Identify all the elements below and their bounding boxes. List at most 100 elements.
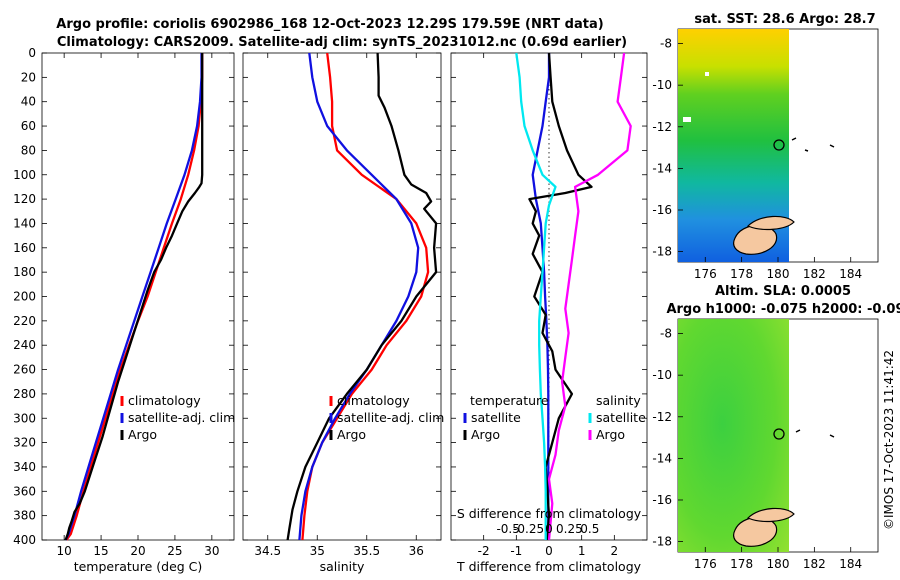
top-axis-tick-label: -0.5 (496, 522, 519, 536)
y-tick-label: 80 (21, 143, 36, 157)
legend-title-temperature: temperature (470, 393, 549, 408)
x-tick-label: 34.5 (254, 544, 281, 558)
map-y-tick-label: -18 (652, 245, 672, 259)
legend-label: climatology (337, 393, 410, 408)
y-tick-label: 340 (13, 460, 36, 474)
top-axis-tick-label: 0 (545, 522, 553, 536)
y-tick-label: 40 (21, 95, 36, 109)
y-tick-label: 200 (13, 290, 36, 304)
x-tick-label: 30 (204, 544, 219, 558)
small-islands (791, 137, 835, 152)
y-tick-label: 100 (13, 168, 36, 182)
title-line-1: Argo profile: coriolis 6902986_168 12-Oc… (56, 17, 603, 32)
series-line-satellite (64, 53, 203, 541)
fiji-vanua-levu (746, 507, 795, 523)
legend-label: satellite-adj. clim (128, 410, 235, 425)
x-tick-label: 36 (409, 544, 424, 558)
legend-label: satellite (471, 410, 521, 425)
y-tick-label: 220 (13, 314, 36, 328)
x-tick-label: 35.5 (353, 544, 380, 558)
y-tick-label: 300 (13, 411, 36, 425)
y-tick-label: 140 (13, 216, 36, 230)
y-tick-label: 240 (13, 338, 36, 352)
sst-map-title: sat. SST: 28.6 Argo: 28.7 (694, 12, 875, 27)
y-tick-label: 160 (13, 241, 36, 255)
map-x-tick-label: 178 (730, 557, 753, 571)
map-y-tick-label: -14 (652, 451, 672, 465)
map-y-tick-label: -10 (652, 78, 672, 92)
small-islands (795, 429, 835, 438)
argo-position-marker (773, 139, 785, 151)
map-x-tick-label: 184 (839, 557, 862, 571)
x-tick-label: -1 (510, 544, 522, 558)
x-tick-label: 2 (611, 544, 619, 558)
x-tick-label: 25 (167, 544, 182, 558)
sst-axis-ticks: 176 178 180 182 184 -8 -10 -12 -14 -16 -18 (652, 37, 862, 281)
plot-frame (242, 52, 442, 541)
map-x-tick-label: 180 (767, 557, 790, 571)
map-y-tick-label: -12 (652, 120, 672, 134)
y-tick-label: 120 (13, 192, 36, 206)
y-tick-label: 280 (13, 387, 36, 401)
x-tick-label: 1 (578, 544, 586, 558)
y-tick-label: 260 (13, 363, 36, 377)
y-tick-label: 320 (13, 436, 36, 450)
map-x-tick-label: 182 (803, 557, 826, 571)
map-y-tick-label: -16 (652, 493, 672, 507)
series-line-argo (286, 52, 438, 541)
legend-label: climatology (128, 393, 201, 408)
x-tick-label: 0 (545, 544, 553, 558)
x-axis-label: T difference from climatology (456, 559, 642, 574)
top-axis-label: S difference from climatology (457, 506, 642, 521)
legend-label: satellite (596, 410, 646, 425)
legend-label: Argo (337, 427, 366, 442)
x-axis-label: temperature (deg C) (74, 559, 203, 574)
sst-missing-pixel (705, 72, 709, 76)
map-x-tick-label: 182 (803, 267, 826, 281)
legend-title-salinity: salinity (596, 393, 641, 408)
map-y-tick-label: -8 (660, 327, 672, 341)
map-x-tick-label: 184 (839, 267, 862, 281)
x-tick-label: 15 (93, 544, 108, 558)
y-tick-label: 380 (13, 509, 36, 523)
sla-map: Altim. SLA: 0.0005 Argo h1000: -0.075 h2… (652, 284, 900, 571)
fiji-vanua-levu (746, 215, 795, 231)
y-tick-label: 180 (13, 265, 36, 279)
difference-panel: -2 -1 0 1 2T difference from climatology S di… (450, 52, 648, 574)
series-line-sal_argo (547, 52, 632, 541)
x-tick-label: 10 (57, 544, 72, 558)
top-axis-tick-label: 0.25 (556, 522, 583, 536)
legend-label: Argo (128, 427, 157, 442)
x-tick-label: 35 (310, 544, 325, 558)
map-y-tick-label: -14 (652, 161, 672, 175)
sla-axis-ticks: 176 178 180 182 184 -8 -10 -12 -14 -16 -18 (652, 327, 862, 571)
sla-map-title-1: Altim. SLA: 0.0005 (715, 284, 851, 299)
series-line-argo (64, 53, 204, 541)
y-tick-label: 400 (13, 533, 36, 547)
y-tick-label: 360 (13, 484, 36, 498)
map-x-tick-label: 180 (767, 267, 790, 281)
series-line-satellite (298, 52, 420, 541)
top-axis-tick-label: 0.5 (580, 522, 599, 536)
y-tick-label: 20 (21, 70, 36, 84)
sst-map: sat. SST: 28.6 Argo: 28.7 176 178 180 182 18… (652, 12, 879, 281)
map-x-tick-label: 176 (694, 557, 717, 571)
map-y-tick-label: -18 (652, 535, 672, 549)
map-y-tick-label: -10 (652, 368, 672, 382)
sst-missing-pixel (683, 117, 691, 122)
timestamp-stamp: ©IMOS 17-Oct-2023 11:41:42 (882, 350, 896, 530)
legend-label: Argo (596, 427, 625, 442)
series-line-sal_sat (515, 52, 557, 540)
legend-label: satellite-adj. clim (337, 410, 444, 425)
sla-map-title-2: Argo h1000: -0.075 h2000: -0.093 (666, 302, 900, 317)
y-tick-label: 0 (28, 46, 36, 60)
legend-label: Argo (471, 427, 500, 442)
title-line-2: Climatology: CARS2009. Satellite-adj cli… (57, 35, 627, 50)
plot-frame (41, 52, 235, 541)
map-y-tick-label: -16 (652, 203, 672, 217)
top-axis-tick-label: -0.25 (513, 522, 544, 536)
y-tick-label: 60 (21, 119, 36, 133)
map-y-tick-label: -8 (660, 37, 672, 51)
